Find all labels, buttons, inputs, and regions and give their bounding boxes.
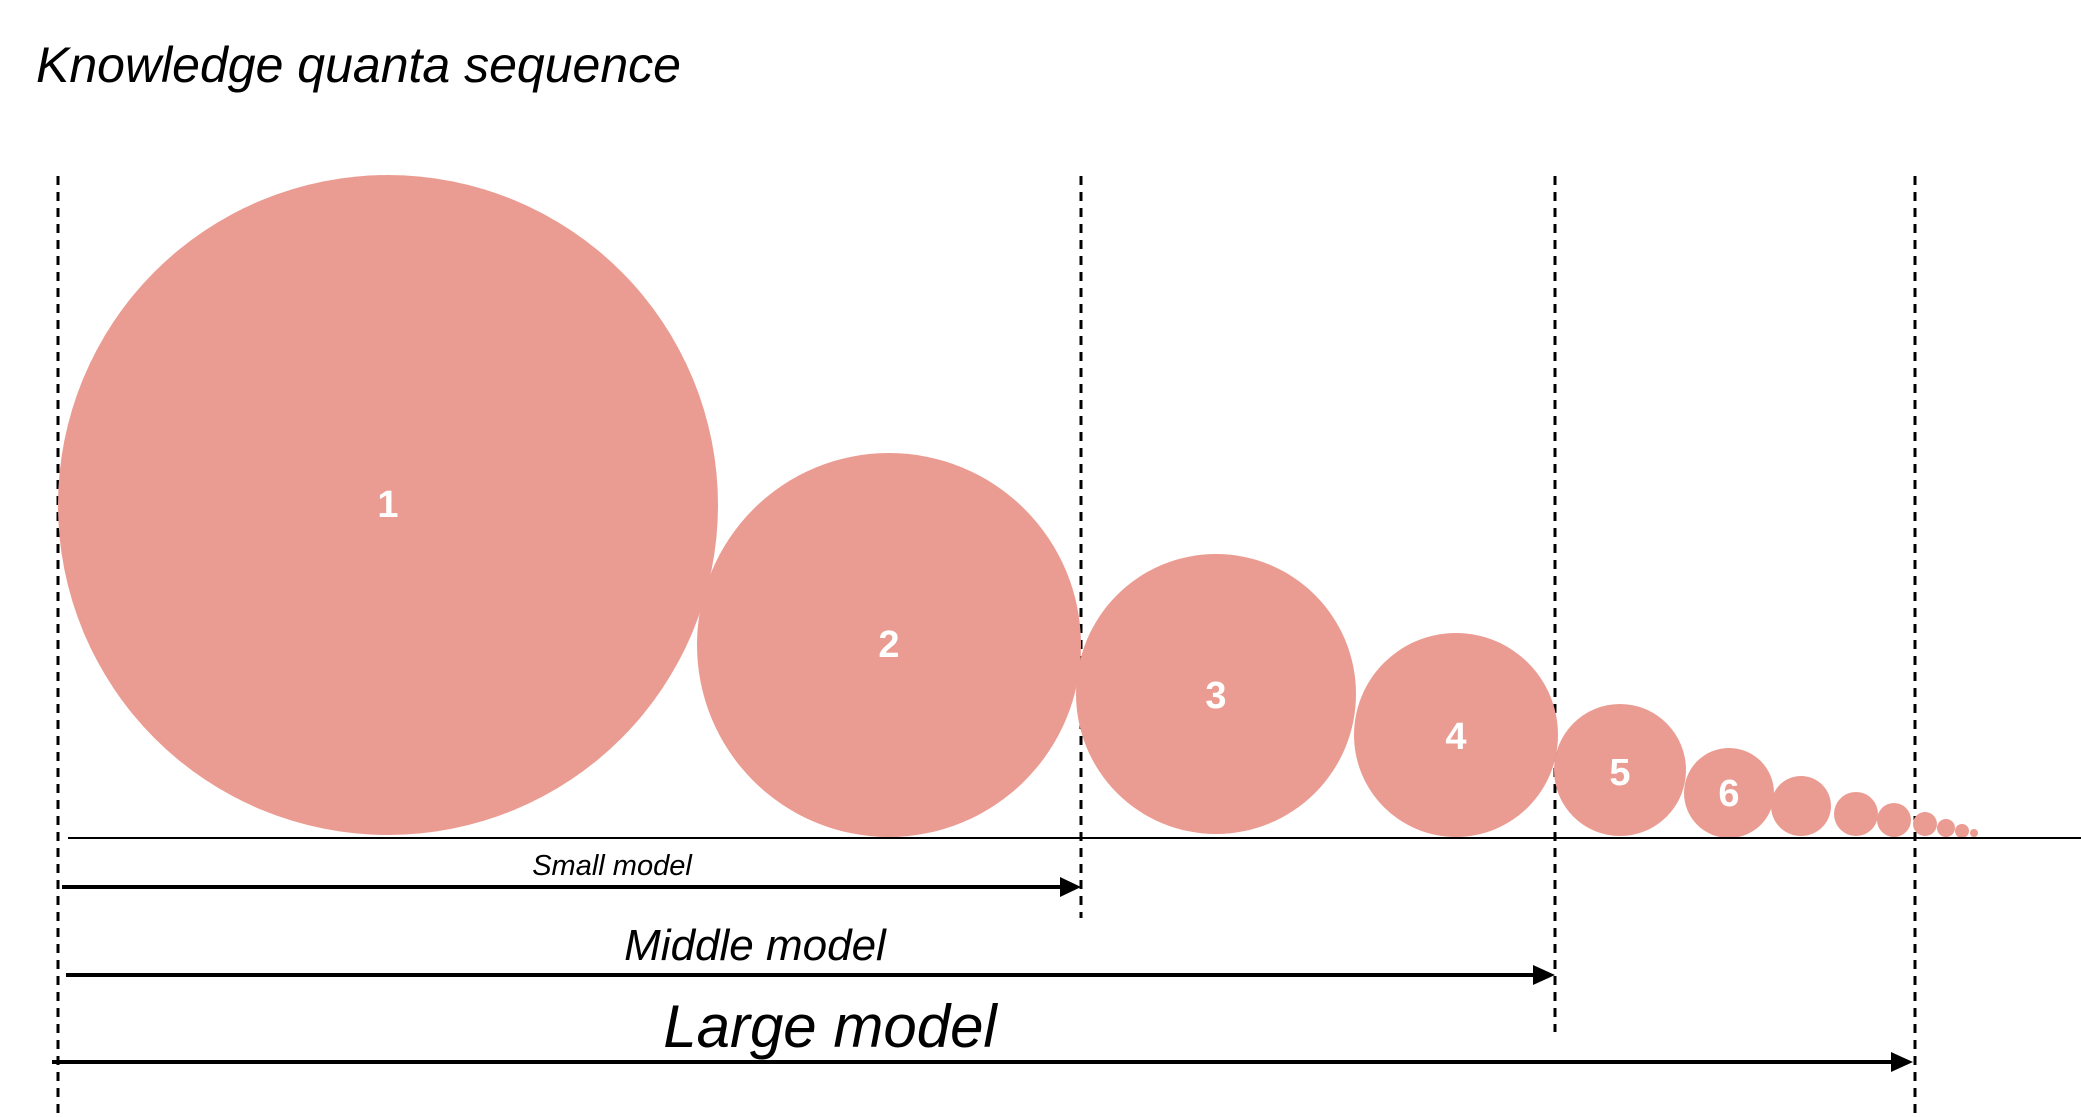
quantum-label-4: 4 — [1445, 716, 1466, 758]
quantum-label-2: 2 — [878, 624, 899, 666]
large-model-arrowhead — [1891, 1052, 1913, 1072]
quantum-label-5: 5 — [1609, 752, 1630, 794]
small-model-arrowhead — [1060, 877, 1081, 897]
quantum-circle-9 — [1877, 803, 1911, 837]
quantum-circle-3 — [1076, 554, 1356, 834]
quantum-circle-7 — [1771, 776, 1831, 836]
quantum-label-3: 3 — [1205, 675, 1226, 717]
quantum-circle-5 — [1554, 704, 1686, 836]
quanta-group: 1 2 3 4 5 6 — [58, 175, 1978, 838]
small-model-label: Small model — [532, 850, 693, 882]
quantum-circle-1 — [58, 175, 718, 835]
quantum-circle-8 — [1834, 792, 1878, 836]
quantum-circle-13 — [1970, 829, 1978, 837]
large-model-label: Large model — [663, 993, 998, 1060]
quantum-circle-2 — [697, 453, 1081, 837]
middle-model-label: Middle model — [624, 921, 887, 970]
middle-model-arrowhead — [1533, 965, 1555, 985]
quantum-label-6: 6 — [1718, 773, 1739, 815]
quantum-circle-4 — [1354, 633, 1558, 837]
quantum-circle-11 — [1937, 819, 1955, 837]
quantum-circle-6 — [1684, 748, 1774, 838]
quantum-label-1: 1 — [377, 484, 398, 526]
quantum-circle-12 — [1955, 824, 1969, 838]
diagram-title: Knowledge quanta sequence — [36, 37, 681, 93]
quantum-circle-10 — [1913, 812, 1937, 836]
